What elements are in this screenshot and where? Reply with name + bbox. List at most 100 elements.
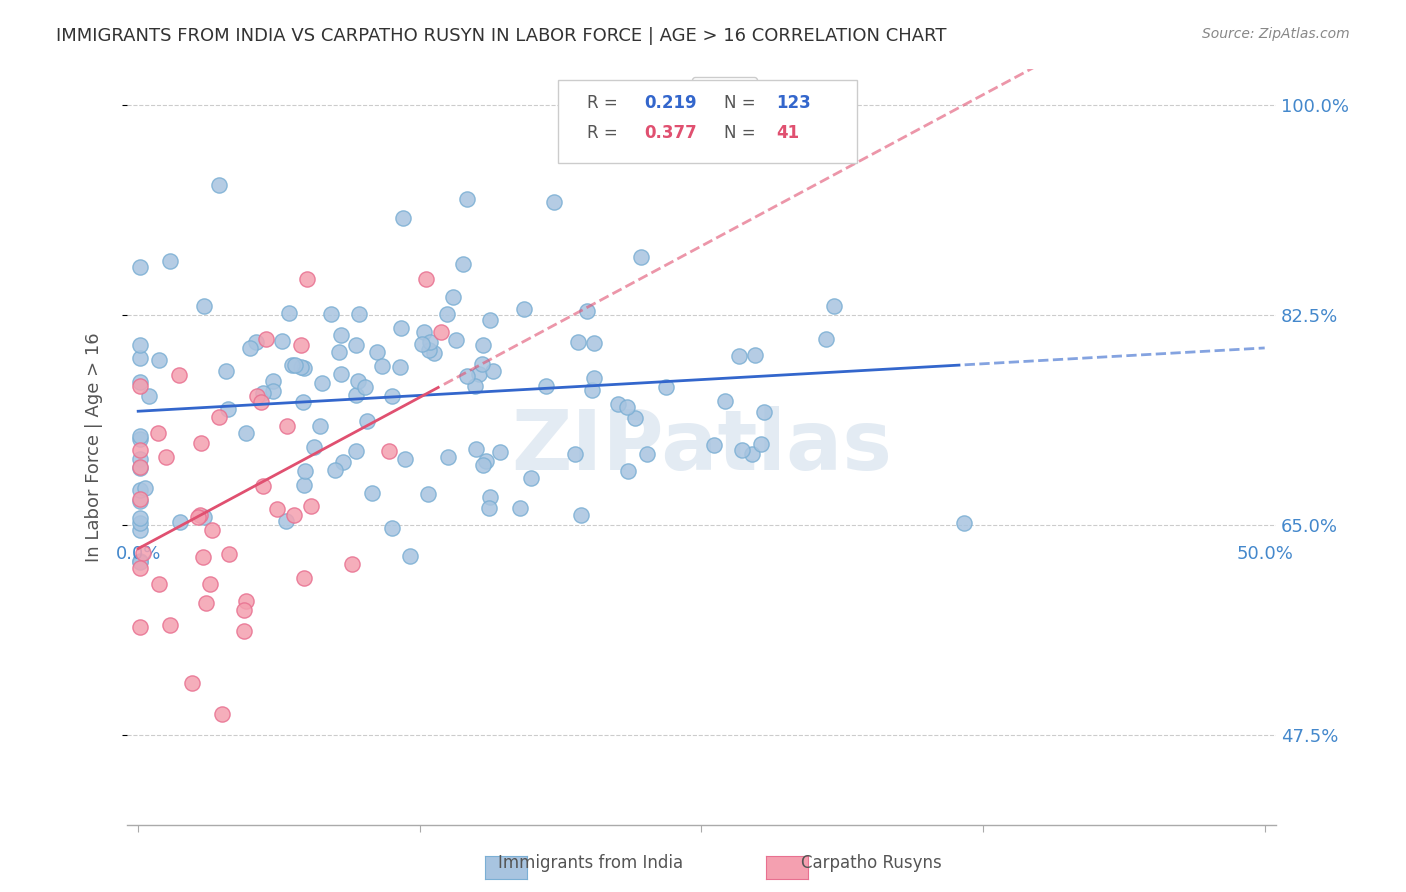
Carpatho Rusyns bbox=[415, 272, 437, 286]
Carpatho Rusyns bbox=[129, 491, 152, 506]
Immigrants from India bbox=[138, 389, 160, 403]
Carpatho Rusyns bbox=[148, 426, 170, 441]
Immigrants from India bbox=[482, 364, 505, 378]
Immigrants from India bbox=[513, 301, 536, 316]
Immigrants from India bbox=[703, 438, 725, 452]
Text: ZIPatlas: ZIPatlas bbox=[510, 407, 891, 488]
Immigrants from India bbox=[464, 379, 486, 393]
Immigrants from India bbox=[617, 464, 640, 478]
Immigrants from India bbox=[471, 337, 494, 351]
Carpatho Rusyns bbox=[232, 624, 254, 638]
Carpatho Rusyns bbox=[201, 523, 224, 537]
Immigrants from India bbox=[366, 345, 388, 359]
Immigrants from India bbox=[129, 460, 152, 475]
Carpatho Rusyns bbox=[378, 444, 401, 458]
Immigrants from India bbox=[418, 343, 440, 357]
FancyBboxPatch shape bbox=[558, 80, 856, 163]
Immigrants from India bbox=[952, 516, 974, 531]
Immigrants from India bbox=[394, 452, 416, 467]
Carpatho Rusyns bbox=[246, 389, 269, 403]
Immigrants from India bbox=[607, 396, 630, 410]
Immigrants from India bbox=[262, 374, 284, 388]
Immigrants from India bbox=[329, 328, 352, 343]
Immigrants from India bbox=[389, 320, 412, 334]
Carpatho Rusyns bbox=[295, 272, 318, 286]
Carpatho Rusyns bbox=[252, 479, 274, 493]
Immigrants from India bbox=[456, 192, 478, 206]
Carpatho Rusyns bbox=[132, 546, 155, 560]
Immigrants from India bbox=[129, 428, 152, 442]
Carpatho Rusyns bbox=[340, 557, 363, 571]
Immigrants from India bbox=[389, 360, 412, 375]
Immigrants from India bbox=[344, 388, 367, 402]
Immigrants from India bbox=[346, 374, 368, 388]
Immigrants from India bbox=[488, 444, 510, 458]
Immigrants from India bbox=[292, 478, 315, 492]
Immigrants from India bbox=[543, 194, 565, 209]
Immigrants from India bbox=[129, 555, 152, 569]
Immigrants from India bbox=[479, 313, 502, 327]
Carpatho Rusyns bbox=[208, 409, 231, 424]
Immigrants from India bbox=[472, 458, 495, 472]
Carpatho Rusyns bbox=[266, 502, 288, 516]
Immigrants from India bbox=[169, 515, 191, 529]
Immigrants from India bbox=[129, 494, 152, 508]
Carpatho Rusyns bbox=[155, 450, 177, 465]
Immigrants from India bbox=[575, 304, 598, 318]
Immigrants from India bbox=[193, 299, 215, 313]
Immigrants from India bbox=[823, 299, 845, 313]
Immigrants from India bbox=[730, 443, 752, 458]
Carpatho Rusyns bbox=[250, 394, 273, 409]
Immigrants from India bbox=[741, 447, 763, 461]
Immigrants from India bbox=[456, 368, 478, 383]
Immigrants from India bbox=[129, 511, 152, 525]
Immigrants from India bbox=[129, 432, 152, 446]
Text: 0.377: 0.377 bbox=[644, 124, 697, 142]
Immigrants from India bbox=[129, 451, 152, 466]
Immigrants from India bbox=[354, 380, 377, 394]
Immigrants from India bbox=[356, 414, 378, 428]
Immigrants from India bbox=[520, 471, 543, 485]
Immigrants from India bbox=[270, 334, 292, 348]
Immigrants from India bbox=[567, 334, 589, 349]
Immigrants from India bbox=[437, 450, 460, 465]
Carpatho Rusyns bbox=[276, 418, 298, 433]
Immigrants from India bbox=[129, 260, 152, 274]
Immigrants from India bbox=[564, 447, 586, 461]
Immigrants from India bbox=[418, 487, 440, 501]
Immigrants from India bbox=[381, 389, 404, 403]
Immigrants from India bbox=[278, 306, 301, 320]
Immigrants from India bbox=[468, 367, 491, 381]
Immigrants from India bbox=[422, 345, 444, 359]
Carpatho Rusyns bbox=[129, 620, 152, 634]
Immigrants from India bbox=[344, 338, 367, 352]
Immigrants from India bbox=[727, 349, 749, 363]
Immigrants from India bbox=[636, 447, 658, 461]
Immigrants from India bbox=[381, 521, 404, 535]
Immigrants from India bbox=[281, 359, 304, 373]
Immigrants from India bbox=[436, 307, 458, 321]
Carpatho Rusyns bbox=[159, 617, 181, 632]
Text: N =: N = bbox=[724, 94, 761, 112]
Immigrants from India bbox=[582, 371, 605, 385]
Text: R =: R = bbox=[586, 94, 623, 112]
Text: 50.0%: 50.0% bbox=[1236, 545, 1294, 564]
Carpatho Rusyns bbox=[167, 368, 190, 382]
Immigrants from India bbox=[509, 500, 531, 515]
Immigrants from India bbox=[321, 306, 343, 320]
Carpatho Rusyns bbox=[254, 332, 277, 346]
Immigrants from India bbox=[129, 351, 152, 365]
Immigrants from India bbox=[616, 400, 638, 414]
Immigrants from India bbox=[344, 444, 367, 458]
Carpatho Rusyns bbox=[148, 577, 170, 591]
Y-axis label: In Labor Force | Age > 16: In Labor Force | Age > 16 bbox=[86, 332, 103, 562]
Carpatho Rusyns bbox=[188, 508, 211, 522]
Carpatho Rusyns bbox=[283, 508, 305, 522]
Text: Source: ZipAtlas.com: Source: ZipAtlas.com bbox=[1202, 27, 1350, 41]
Carpatho Rusyns bbox=[211, 706, 233, 721]
Immigrants from India bbox=[284, 358, 307, 372]
Text: 0.0%: 0.0% bbox=[115, 545, 160, 564]
Immigrants from India bbox=[444, 333, 467, 347]
Text: N =: N = bbox=[724, 124, 761, 142]
Immigrants from India bbox=[239, 341, 262, 355]
